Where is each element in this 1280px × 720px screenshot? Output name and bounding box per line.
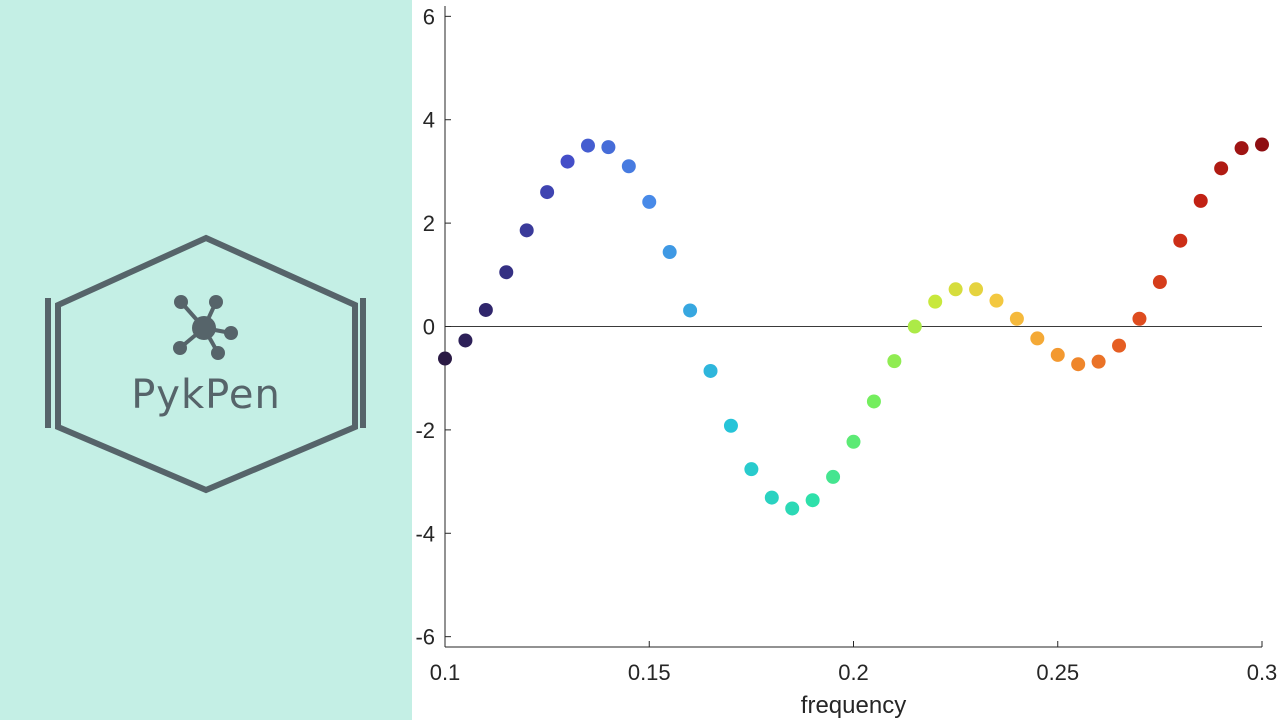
data-point [580,138,595,153]
data-point [887,354,902,369]
data-point [1152,275,1167,290]
data-point [621,159,636,174]
data-point [1132,311,1147,326]
data-point [499,265,514,280]
data-point [744,462,759,477]
data-point [1255,137,1269,152]
data-point [703,363,718,378]
data-point [642,194,657,209]
data-point [948,282,963,297]
y-tick-label: 2 [423,211,435,236]
tick-labels: 6 4 2 0 -2 -4 -6 0.1 0.15 0.2 0.25 0.3 [415,4,1277,685]
pykpen-logo [45,234,366,494]
brand-panel: PykPen [0,0,412,720]
data-point [785,501,800,516]
data-point [540,185,555,200]
data-point [1030,331,1045,346]
data-point [601,140,616,155]
data-point [1173,233,1188,248]
data-point [1071,357,1086,372]
x-tick-label: 0.2 [838,660,869,685]
data-point [826,469,841,484]
y-tick-label: -4 [415,521,435,546]
data-point [723,418,738,433]
data-point [478,302,493,317]
data-point [560,154,575,169]
data-point [846,434,861,449]
data-point [1050,347,1065,362]
data-point [969,282,984,297]
data-point [683,303,698,318]
brand-name: PykPen [131,372,281,418]
data-point [989,293,1004,308]
data-point [1091,354,1106,369]
data-point [1112,338,1127,353]
data-point [907,319,922,334]
data-points [438,137,1269,516]
y-tick-label: -6 [415,625,435,650]
y-tick-label: -2 [415,418,435,443]
data-point [1193,193,1208,208]
y-tick-label: 4 [423,108,435,133]
data-point [1214,161,1229,176]
x-tick-label: 0.15 [628,660,671,685]
data-point [1009,311,1024,326]
data-point [928,294,943,309]
data-point [764,490,779,505]
x-tick-label: 0.1 [430,660,461,685]
y-tick-label: 0 [423,315,435,340]
data-point [805,493,820,508]
x-tick-label: 0.25 [1036,660,1079,685]
data-point [519,223,534,238]
frequency-scatter-chart: 6 4 2 0 -2 -4 -6 0.1 0.15 0.2 0.25 0.3 frequency [415,4,1277,719]
data-point [1234,141,1249,156]
y-tick-label: 6 [423,4,435,29]
data-point [438,351,452,366]
data-point [662,245,677,260]
x-tick-label: 0.3 [1247,660,1278,685]
data-point [866,394,881,409]
x-axis-label: frequency [801,692,906,719]
network-icon [173,295,238,360]
data-point [458,333,473,348]
axes [444,6,1263,648]
